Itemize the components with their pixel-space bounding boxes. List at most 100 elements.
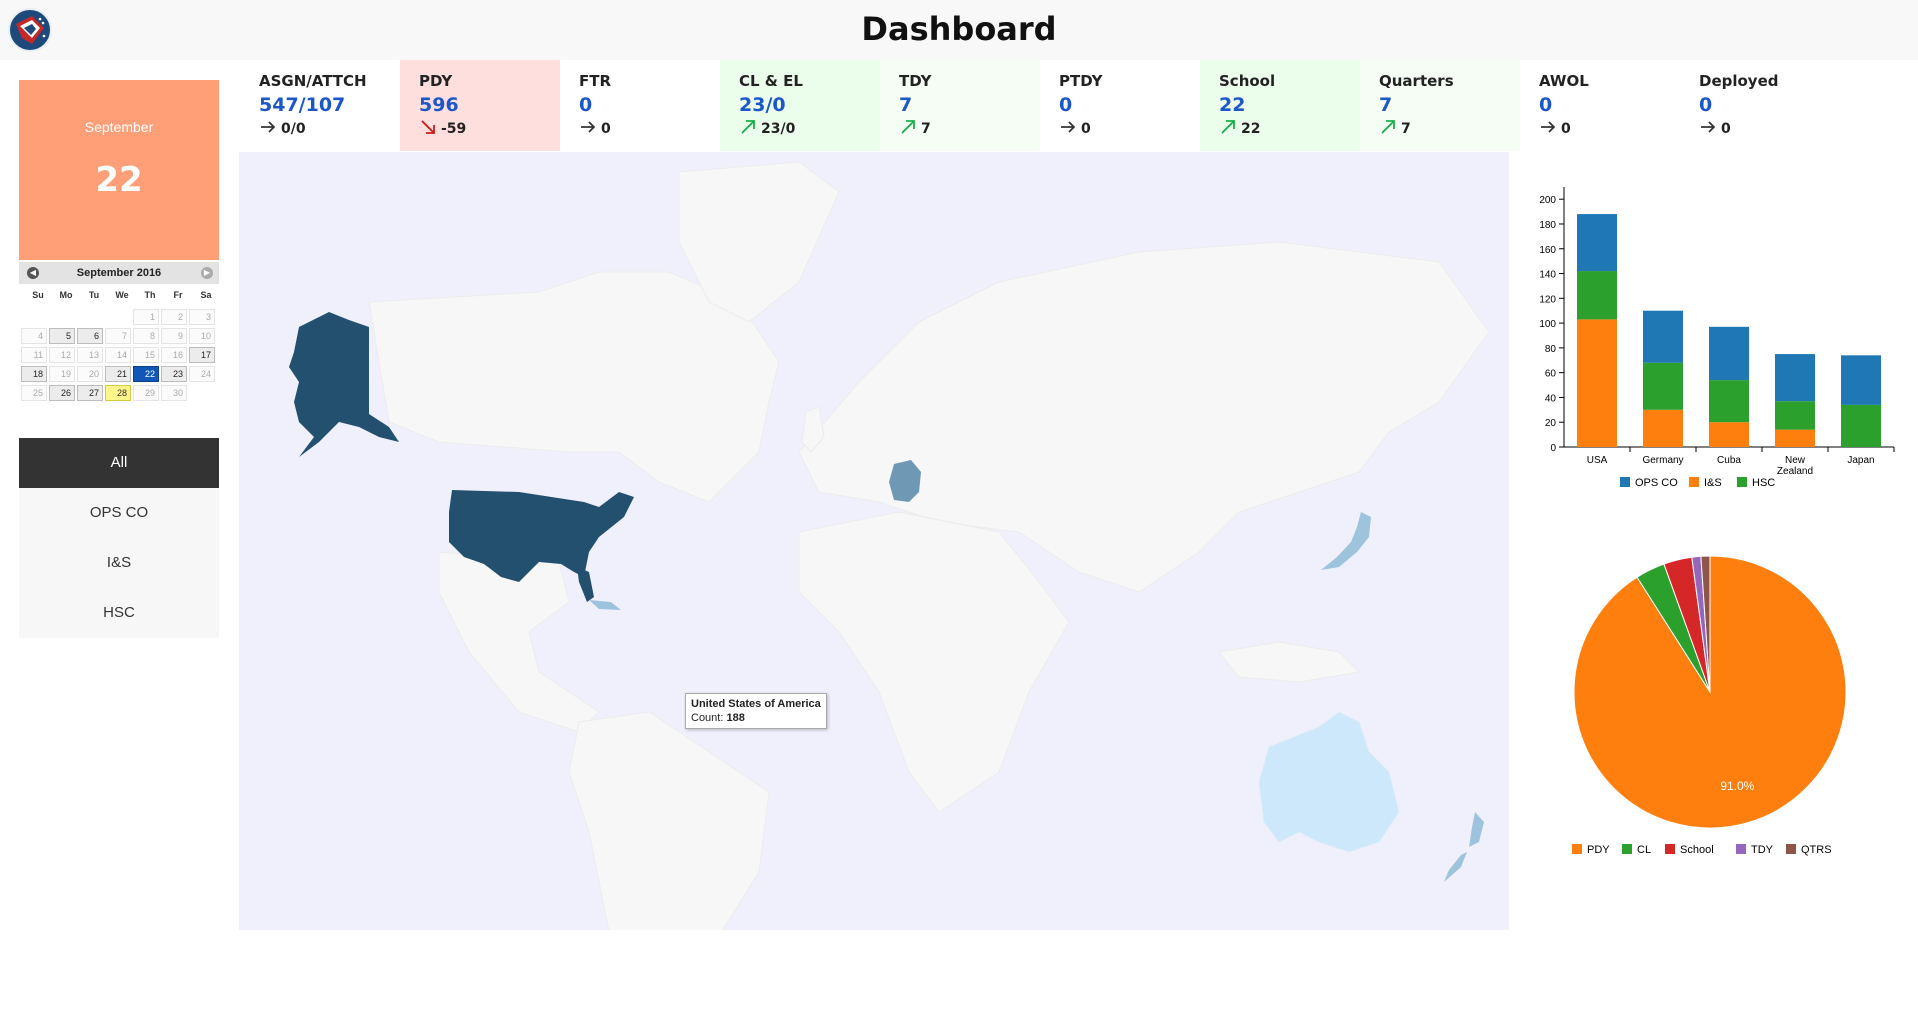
country-greenland[interactable] xyxy=(678,161,840,323)
calendar-day-12[interactable]: 12 xyxy=(49,347,75,363)
calendar-day-15[interactable]: 15 xyxy=(133,347,159,363)
stat-label: PDY xyxy=(419,72,453,90)
calendar-day-14[interactable]: 14 xyxy=(105,347,131,363)
bar-segment-hsc[interactable] xyxy=(1841,404,1881,447)
country-cuba[interactable] xyxy=(589,600,621,610)
bar-segment-i-s[interactable] xyxy=(1709,422,1749,447)
calendar-day-20[interactable]: 20 xyxy=(77,366,103,382)
country-alaska[interactable] xyxy=(289,312,399,457)
trend-flat-arrow-icon xyxy=(261,121,276,133)
bar-segment-ops-co[interactable] xyxy=(1577,214,1617,272)
stat-asgn-attch[interactable]: ASGN/ATTCH 547/107 0/0 xyxy=(240,60,400,151)
calendar-day-8[interactable]: 8 xyxy=(133,328,159,344)
calendar-day-17[interactable]: 17 xyxy=(189,347,215,363)
calendar-day-21[interactable]: 21 xyxy=(105,366,131,382)
calendar-day-11[interactable]: 11 xyxy=(21,347,47,363)
y-tick-label: 120 xyxy=(1539,294,1556,305)
unit-crest-logo[interactable] xyxy=(8,8,52,52)
prev-month-icon[interactable]: ◀ xyxy=(27,267,39,279)
country-usa-florida[interactable] xyxy=(577,567,594,602)
region-indonesia[interactable] xyxy=(1218,641,1361,683)
y-tick-label: 180 xyxy=(1539,220,1556,231)
unit-filter-all[interactable]: All xyxy=(19,438,219,488)
calendar-day-29[interactable]: 29 xyxy=(133,385,159,401)
pie-slice-pdy[interactable] xyxy=(1573,555,1847,829)
stat-deployed[interactable]: Deployed 0 0 xyxy=(1680,60,1840,151)
calendar-day-5[interactable]: 5 xyxy=(49,328,75,344)
unit-filter-hsc[interactable]: HSC xyxy=(103,604,135,621)
stat-change: 22 xyxy=(1219,118,1260,137)
bar-segment-hsc[interactable] xyxy=(1577,271,1617,320)
stat-pdy[interactable]: PDY 596 -59 xyxy=(400,60,560,151)
stat-awol[interactable]: AWOL 0 0 xyxy=(1520,60,1680,151)
calendar-day-9[interactable]: 9 xyxy=(161,328,187,344)
country-new-zealand[interactable] xyxy=(1444,812,1484,882)
bar-segment-ops-co[interactable] xyxy=(1709,326,1749,381)
next-month-icon[interactable]: ▶ xyxy=(201,267,213,279)
y-tick-label: 80 xyxy=(1545,344,1557,355)
bar-segment-hsc[interactable] xyxy=(1709,380,1749,423)
stat-ftr[interactable]: FTR 0 0 xyxy=(560,60,720,151)
country-australia[interactable] xyxy=(1258,711,1400,853)
pie-slice-qtrs[interactable] xyxy=(1700,555,1711,693)
calendar-day-2[interactable]: 2 xyxy=(161,309,187,325)
bar-segment-ops-co[interactable] xyxy=(1841,355,1881,405)
stat-change-value: 23/0 xyxy=(761,121,796,137)
calendar-days: 1 2 3 4 5 6 7 8 9 10 11 12 13 14 15 16 17 18 19 20 21 22 23 24 2… xyxy=(19,309,219,401)
calendar-day-26[interactable]: 26 xyxy=(49,385,75,401)
country-canada[interactable] xyxy=(368,271,780,503)
calendar-day-27[interactable]: 27 xyxy=(77,385,103,401)
stat-quarters[interactable]: Quarters 7 7 xyxy=(1360,60,1520,151)
calendar-day-24[interactable]: 24 xyxy=(189,366,215,382)
bar-segment-i-s[interactable] xyxy=(1775,429,1815,447)
calendar-day-16[interactable]: 16 xyxy=(161,347,187,363)
pie-data-label: 91.0% xyxy=(1720,779,1754,793)
stat-school[interactable]: School 22 22 xyxy=(1200,60,1360,151)
x-tick-label: USA xyxy=(1587,455,1608,466)
stat-ptdy[interactable]: PTDY 0 0 xyxy=(1040,60,1200,151)
unit-filter-i-s[interactable]: I&S xyxy=(106,554,132,571)
stat-change-value: 0 xyxy=(601,121,611,137)
bar-segment-ops-co[interactable] xyxy=(1775,354,1815,402)
country-mexico[interactable] xyxy=(438,551,600,733)
calendar-blank xyxy=(21,309,47,325)
calendar-day-4[interactable]: 4 xyxy=(21,328,47,344)
calendar-day-3[interactable]: 3 xyxy=(189,309,215,325)
calendar-day-13[interactable]: 13 xyxy=(77,347,103,363)
weekday-label: Fr xyxy=(173,290,183,300)
bar-segment-ops-co[interactable] xyxy=(1643,310,1683,363)
calendar-day-25[interactable]: 25 xyxy=(21,385,47,401)
bar-segment-i-s[interactable] xyxy=(1577,319,1617,447)
country-uk[interactable] xyxy=(801,406,825,453)
stat-label: Deployed xyxy=(1699,72,1779,90)
stat-change-value: -59 xyxy=(441,121,467,137)
stat-change-value: 0 xyxy=(1721,121,1731,137)
stat-tdy[interactable]: TDY 7 7 xyxy=(880,60,1040,151)
legend-label: OPS CO xyxy=(1635,477,1678,489)
stat-cl-el[interactable]: CL & EL 23/0 23/0 xyxy=(720,60,880,151)
calendar-day-7[interactable]: 7 xyxy=(105,328,131,344)
country-usa[interactable] xyxy=(449,490,634,582)
bar-segment-i-s[interactable] xyxy=(1643,409,1683,447)
calendar-day-18[interactable]: 18 xyxy=(21,366,47,382)
calendar-day-1[interactable]: 1 xyxy=(133,309,159,325)
country-japan[interactable] xyxy=(1321,512,1371,570)
trend-flat-arrow-icon xyxy=(1541,121,1556,133)
stat-label: TDY xyxy=(899,72,932,90)
bar-segment-hsc[interactable] xyxy=(1643,362,1683,410)
calendar-day-23[interactable]: 23 xyxy=(161,366,187,382)
calendar-day-28[interactable]: 28 xyxy=(105,385,131,401)
tooltip-country: United States of America xyxy=(691,698,821,710)
unit-filter-ops-co[interactable]: OPS CO xyxy=(89,504,149,521)
calendar-day-19[interactable]: 19 xyxy=(49,366,75,382)
continent-south-america[interactable] xyxy=(568,711,770,930)
bar-segment-hsc[interactable] xyxy=(1775,401,1815,430)
continent-africa[interactable] xyxy=(798,511,1070,813)
calendar-day-10[interactable]: 10 xyxy=(189,328,215,344)
calendar-day-30[interactable]: 30 xyxy=(161,385,187,401)
world-map[interactable]: United States of America Count: 188 xyxy=(239,152,1509,930)
calendar-day-6[interactable]: 6 xyxy=(77,328,103,344)
country-germany[interactable] xyxy=(889,460,921,502)
calendar-day-22[interactable]: 22 xyxy=(133,366,159,382)
trend-flat-arrow-icon xyxy=(581,121,596,133)
